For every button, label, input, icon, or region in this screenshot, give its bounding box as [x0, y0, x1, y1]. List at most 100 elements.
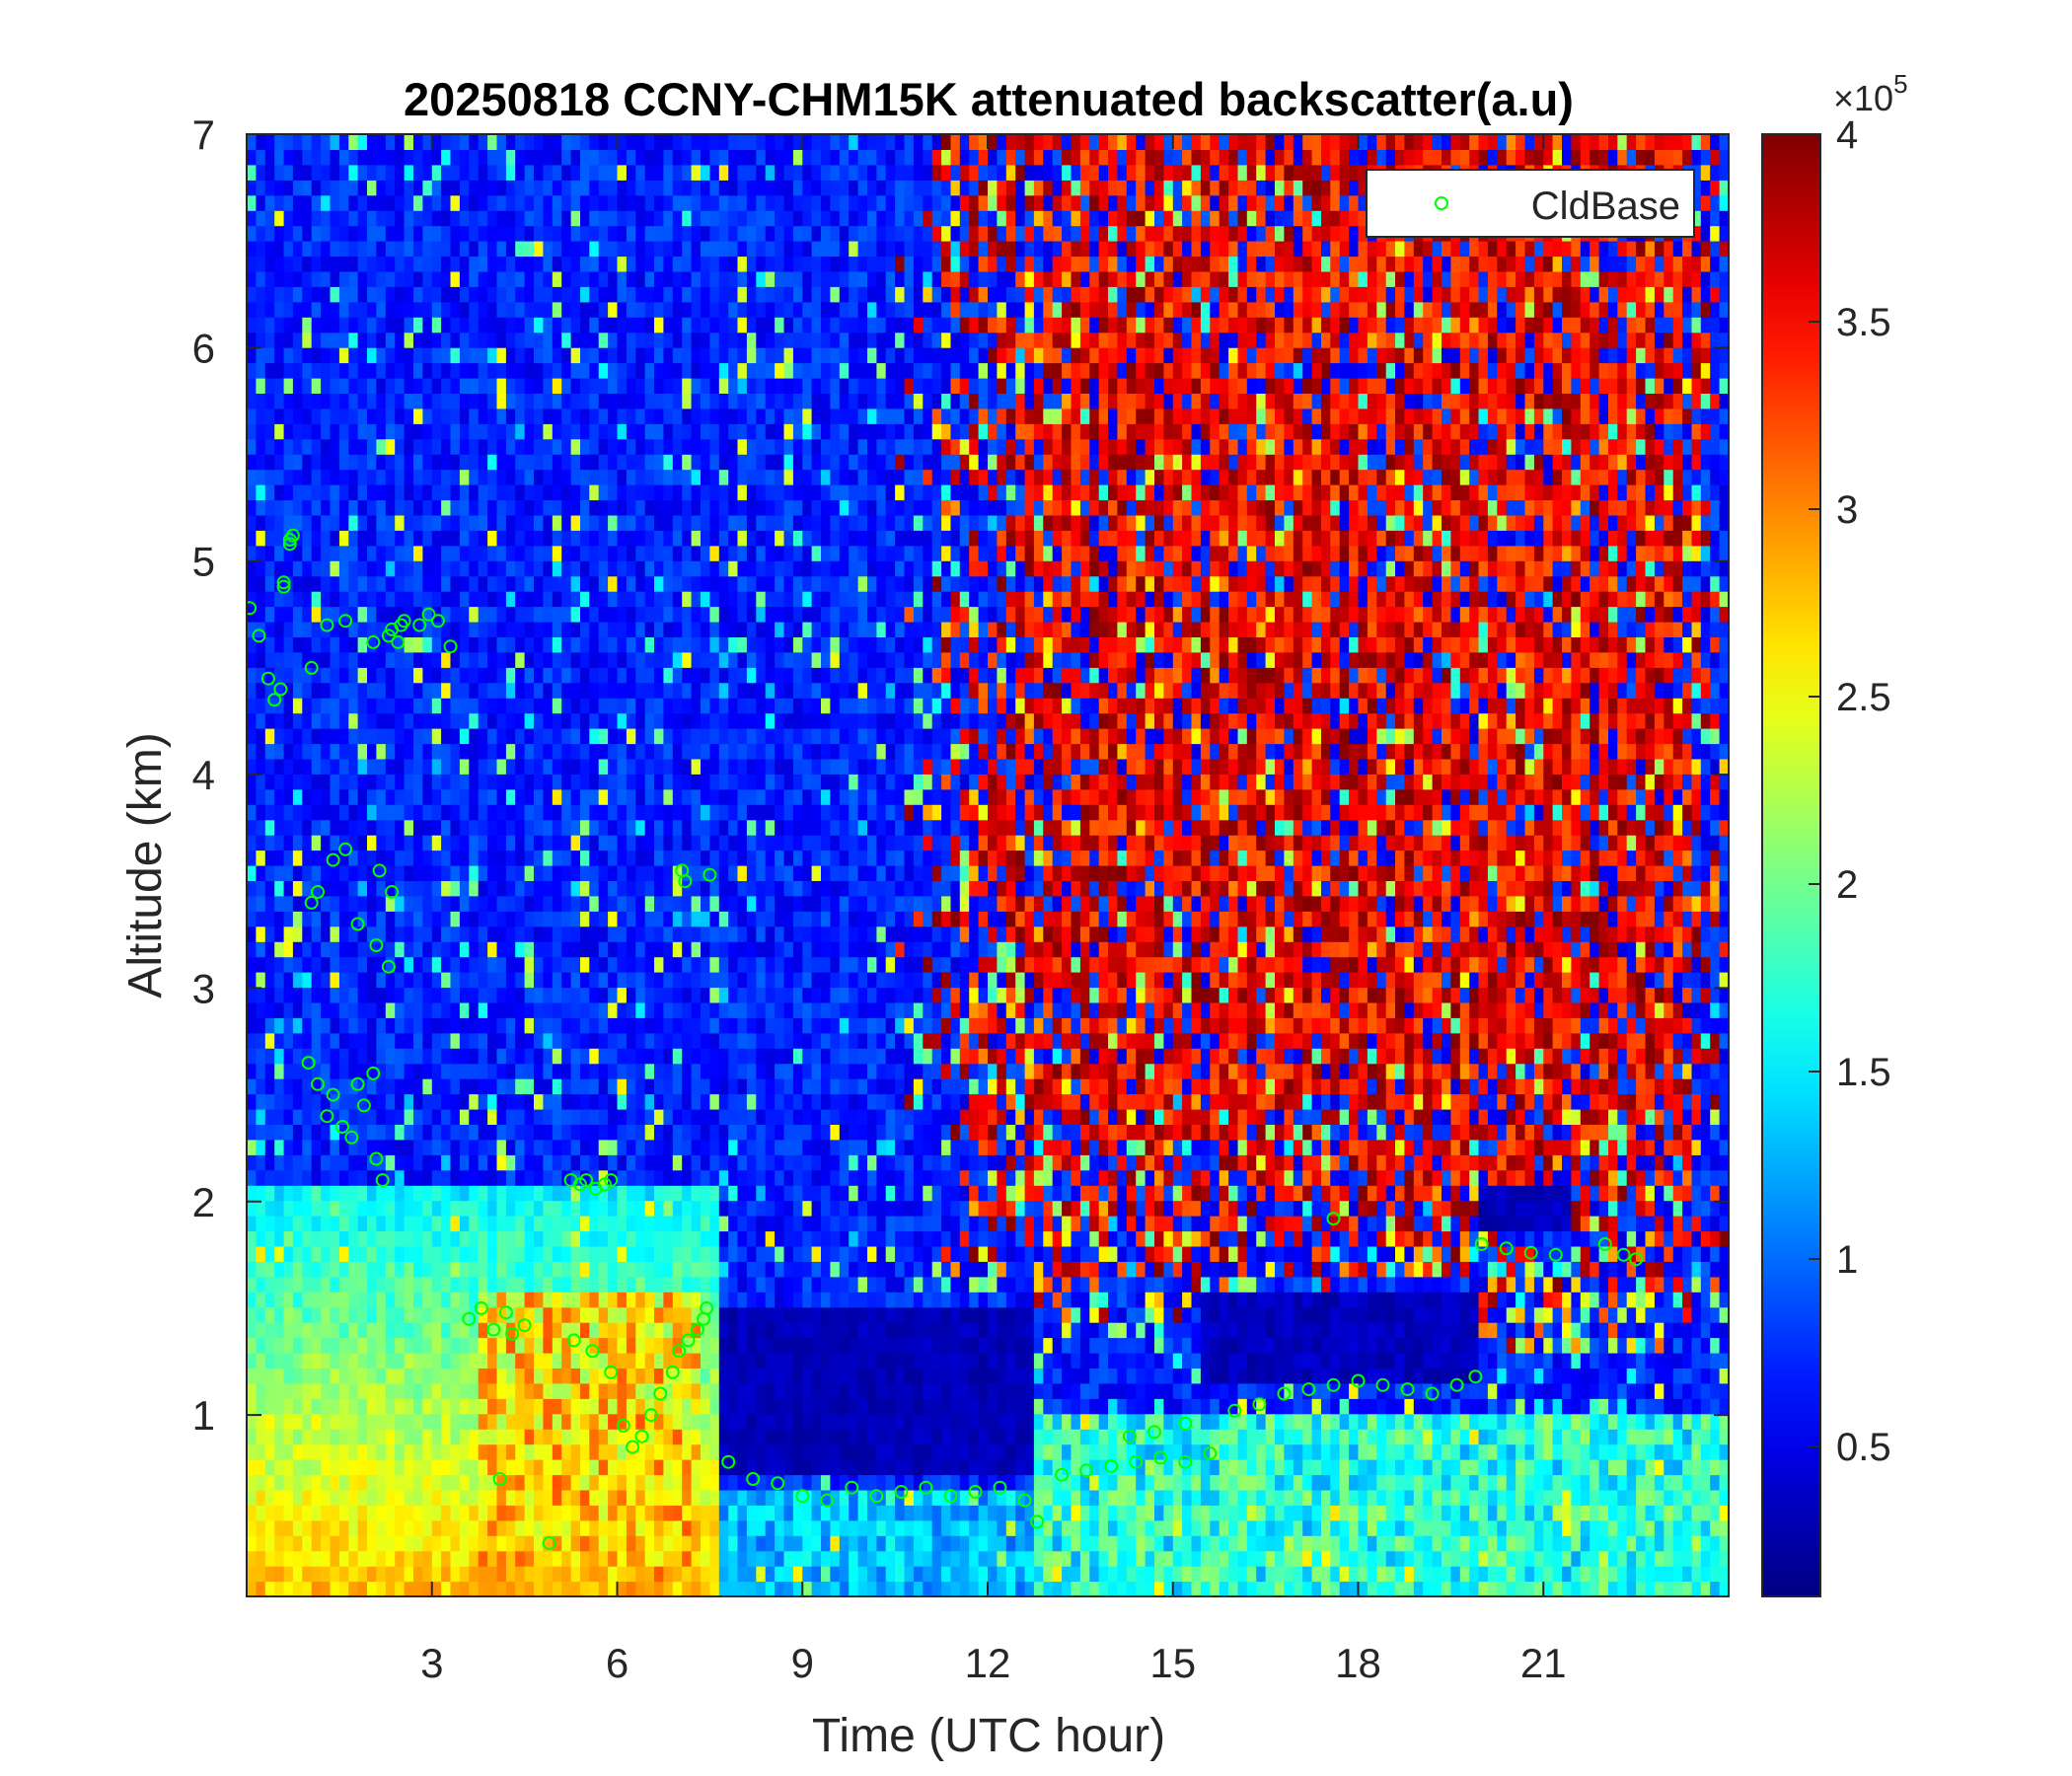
heatmap-cell	[718, 788, 729, 805]
heatmap-cell	[395, 575, 406, 592]
heatmap-cell	[663, 393, 674, 409]
heatmap-cell	[580, 1474, 590, 1491]
heatmap-cell	[598, 545, 609, 561]
heatmap-cell	[450, 1398, 461, 1415]
heatmap-cell	[701, 1048, 710, 1065]
heatmap-cell	[413, 1581, 423, 1596]
heatmap-cell	[274, 987, 285, 1003]
heatmap-cell	[431, 682, 442, 699]
heatmap-cell	[264, 606, 275, 623]
heatmap-cell	[357, 1459, 368, 1476]
heatmap-cell	[552, 651, 562, 668]
heatmap-cell	[552, 1001, 562, 1018]
heatmap-cell	[478, 606, 488, 623]
heatmap-cell	[543, 180, 554, 196]
heatmap-cell	[570, 651, 581, 668]
heatmap-cell	[469, 819, 480, 836]
heatmap-cell	[431, 1124, 442, 1141]
heatmap-cell	[552, 1124, 562, 1141]
heatmap-cell	[534, 438, 544, 455]
heatmap-cell	[357, 1093, 368, 1110]
heatmap-cell	[367, 1292, 377, 1308]
heatmap-cell	[718, 407, 729, 424]
heatmap-cell	[292, 1566, 303, 1583]
heatmap-cell	[247, 423, 257, 440]
heatmap-cell	[515, 1001, 526, 1018]
heatmap-cell	[338, 865, 349, 881]
heatmap-cell	[450, 1109, 461, 1125]
heatmap-cell	[496, 712, 507, 729]
heatmap-cell	[247, 301, 257, 318]
heatmap-cell	[367, 1109, 377, 1125]
heatmap-cell	[552, 1459, 562, 1476]
heatmap-cell	[338, 1550, 349, 1567]
heatmap-cell	[478, 454, 488, 471]
heatmap-cell	[709, 256, 720, 272]
heatmap-cell	[487, 1154, 498, 1171]
heatmap-cell	[654, 850, 664, 866]
heatmap-cell	[701, 1337, 710, 1354]
heatmap-cell	[644, 270, 655, 287]
heatmap-cell	[496, 164, 507, 181]
heatmap-cell	[274, 835, 285, 851]
heatmap-cell	[292, 1276, 303, 1293]
heatmap-cell	[701, 1261, 710, 1278]
heatmap-cell	[302, 622, 313, 637]
heatmap-cell	[274, 1443, 285, 1460]
heatmap-cell	[274, 1048, 285, 1065]
heatmap-cell	[441, 956, 452, 973]
heatmap-cell	[718, 1519, 729, 1536]
heatmap-cell	[459, 1322, 470, 1339]
heatmap-cell	[357, 1382, 368, 1399]
heatmap-cell	[663, 591, 674, 608]
heatmap-cell	[487, 1535, 498, 1552]
heatmap-cell	[543, 1581, 554, 1596]
heatmap-cell	[376, 911, 387, 927]
heatmap-cell	[367, 636, 377, 653]
heatmap-cell	[321, 301, 332, 318]
heatmap-cell	[626, 1078, 636, 1095]
heatmap-cell	[524, 1566, 535, 1583]
heatmap-cell	[534, 347, 544, 364]
heatmap-cell	[385, 1048, 396, 1065]
heatmap-cell	[348, 1505, 359, 1521]
heatmap-cell	[302, 575, 313, 592]
heatmap-cell	[496, 1032, 507, 1049]
heatmap-cell	[524, 301, 535, 318]
heatmap-cell	[589, 956, 600, 973]
heatmap-cell	[654, 1429, 664, 1445]
heatmap-cell	[672, 850, 683, 866]
heatmap-cell	[450, 1489, 461, 1506]
heatmap-cell	[644, 454, 655, 471]
heatmap-cell	[311, 1505, 322, 1521]
heatmap-cell	[450, 774, 461, 790]
heatmap-cell	[515, 956, 526, 973]
heatmap-cell	[709, 1322, 720, 1339]
heatmap-cell	[450, 1292, 461, 1308]
heatmap-cell	[672, 698, 683, 714]
heatmap-cell	[395, 1001, 406, 1018]
heatmap-cell	[413, 1063, 423, 1079]
heatmap-cell	[505, 1093, 516, 1110]
heatmap-cell	[321, 1306, 332, 1323]
heatmap-cell	[570, 1489, 581, 1506]
heatmap-cell	[608, 256, 619, 272]
heatmap-cell	[515, 1200, 526, 1217]
heatmap-cell	[598, 1093, 609, 1110]
heatmap-cell	[256, 362, 266, 379]
heatmap-cell	[598, 774, 609, 790]
heatmap-cell	[701, 180, 710, 196]
heatmap-cell	[505, 636, 516, 653]
heatmap-cell	[691, 1535, 702, 1552]
heatmap-cell	[321, 956, 332, 973]
heatmap-cell	[256, 347, 266, 364]
heatmap-cell	[395, 514, 406, 531]
heatmap-cell	[376, 987, 387, 1003]
heatmap-cell	[459, 484, 470, 501]
heatmap-cell	[505, 560, 516, 577]
heatmap-cell	[450, 682, 461, 699]
heatmap-cell	[654, 622, 664, 637]
heatmap-cell	[385, 1124, 396, 1141]
heatmap-cell	[247, 1001, 257, 1018]
heatmap-cell	[701, 1185, 710, 1202]
